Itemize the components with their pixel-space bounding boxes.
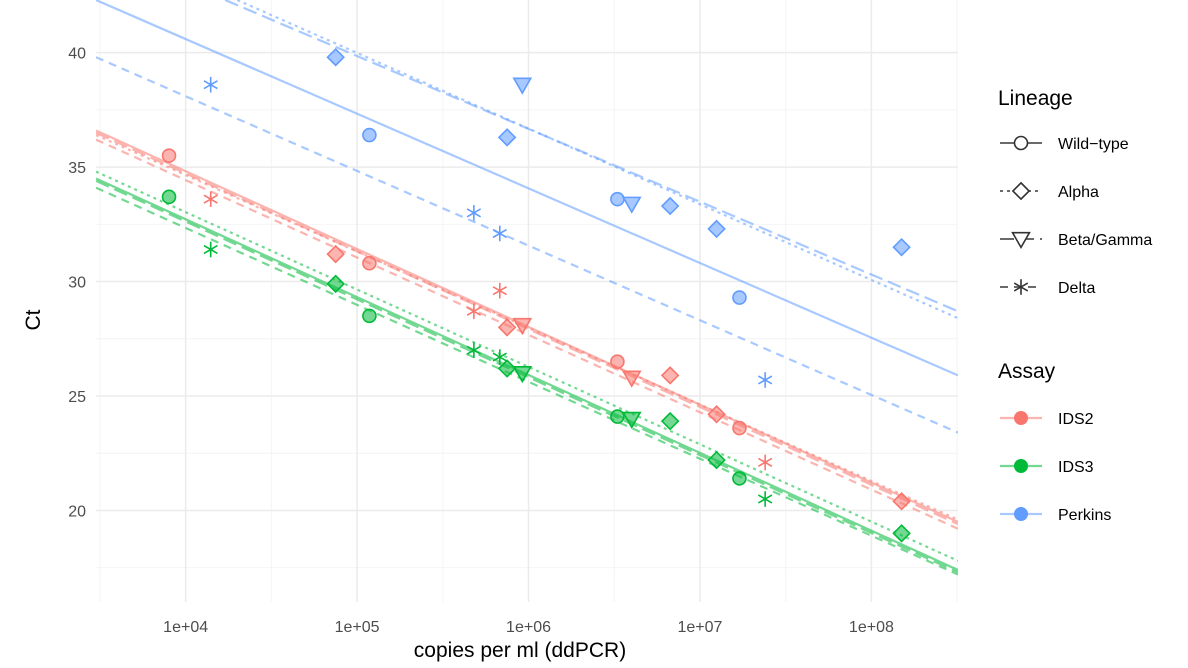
fit-line-ids3-beta-gamma <box>96 179 958 574</box>
point-ids2-beta-gamma <box>512 317 533 336</box>
plot-area <box>96 0 958 576</box>
legend-title-lineage: Lineage <box>998 87 1073 110</box>
legend-label-assay: IDS2 <box>1058 411 1094 428</box>
point-ids2-delta <box>492 282 507 299</box>
legend-key-circle-icon <box>1014 459 1028 473</box>
legend-label-assay: IDS3 <box>1058 459 1094 476</box>
point-ids2-alpha <box>660 366 680 385</box>
point-ids2-wild-type <box>362 255 377 271</box>
legends: Lineage Wild−type Alpha Beta/Gamma Delta Assa… <box>998 87 1152 524</box>
legend-key-circle-icon <box>1014 411 1028 425</box>
data-points <box>161 47 911 543</box>
point-ids3-delta <box>203 241 218 258</box>
fit-line-perkins-beta-gamma <box>224 0 958 313</box>
point-perkins-delta <box>492 225 507 242</box>
point-perkins-wild-type <box>362 127 377 143</box>
point-ids2-alpha <box>497 318 517 337</box>
point-ids2-wild-type <box>610 354 625 369</box>
point-ids2-delta <box>757 454 773 471</box>
point-ids3-alpha <box>660 411 680 431</box>
y-tick-label: 20 <box>68 503 86 520</box>
x-axis-label: copies per ml (ddPCR) <box>414 639 626 662</box>
x-tick-label: 1e+07 <box>677 619 722 636</box>
point-ids2-alpha <box>707 405 726 424</box>
point-ids2-alpha <box>326 244 345 264</box>
point-ids2-alpha <box>892 492 911 511</box>
point-ids3-beta-gamma <box>621 411 642 429</box>
x-tick-label: 1e+08 <box>849 619 894 636</box>
x-tick-label: 1e+05 <box>335 619 380 636</box>
fit-line-ids3-delta <box>96 186 958 576</box>
point-perkins-wild-type <box>732 290 747 305</box>
legend-key-asterisk-icon <box>1013 279 1029 295</box>
fit-line-ids2-delta <box>96 138 958 530</box>
y-tick-label: 40 <box>68 46 86 63</box>
point-perkins-beta-gamma <box>512 77 533 95</box>
fit-line-ids2-beta-gamma <box>96 131 958 526</box>
point-ids2-delta <box>466 303 482 320</box>
point-ids3-delta <box>757 491 773 507</box>
legend-label-lineage: Wild−type <box>1058 136 1129 153</box>
legend-key-triangle-down-icon <box>1011 231 1031 250</box>
point-ids3-beta-gamma <box>512 365 533 384</box>
point-perkins-wild-type <box>610 191 625 207</box>
point-perkins-alpha <box>892 237 911 257</box>
point-perkins-beta-gamma <box>621 196 642 214</box>
y-tick-label: 25 <box>68 389 86 406</box>
point-perkins-alpha <box>497 128 517 147</box>
point-ids2-wild-type <box>732 420 747 436</box>
point-ids3-alpha <box>892 524 911 543</box>
x-tick-label: 1e+06 <box>506 619 551 636</box>
legend-label-lineage: Alpha <box>1058 184 1099 201</box>
point-perkins-alpha <box>326 47 345 67</box>
fit-line-perkins-delta <box>96 56 958 434</box>
point-ids2-wild-type <box>161 148 177 163</box>
point-perkins-delta <box>203 76 218 93</box>
fit-line-perkins-wild-type <box>96 0 958 377</box>
point-ids3-alpha <box>497 359 517 378</box>
point-ids2-delta <box>203 191 218 207</box>
point-ids3-wild-type <box>610 409 625 424</box>
legend-label-lineage: Beta/Gamma <box>1058 232 1152 249</box>
y-tick-label: 30 <box>68 275 86 292</box>
y-axis-ticks: 20 25 30 35 40 <box>68 46 86 521</box>
point-perkins-alpha <box>707 219 726 239</box>
x-tick-label: 1e+04 <box>163 619 208 636</box>
legend-key-diamond-icon <box>1011 181 1031 201</box>
legend-label-assay: Perkins <box>1058 507 1111 524</box>
point-ids3-wild-type <box>732 471 747 486</box>
point-ids3-alpha <box>326 274 345 294</box>
legend-key-circle-icon <box>1013 135 1029 151</box>
legend-title-assay: Assay <box>998 360 1056 383</box>
point-ids3-delta <box>466 342 482 359</box>
point-ids3-alpha <box>707 450 726 470</box>
point-ids3-delta <box>492 349 507 365</box>
point-perkins-alpha <box>660 196 680 216</box>
legend-label-lineage: Delta <box>1058 280 1095 297</box>
point-ids3-wild-type <box>161 189 177 205</box>
grid <box>96 0 958 602</box>
point-perkins-delta <box>466 205 482 221</box>
x-axis-ticks: 1e+04 1e+05 1e+06 1e+07 1e+08 <box>163 619 894 636</box>
point-ids3-wild-type <box>362 308 377 324</box>
legend-key-circle-icon <box>1014 507 1028 521</box>
point-perkins-delta <box>757 372 773 388</box>
point-ids2-beta-gamma <box>621 370 642 388</box>
y-axis-label: Ct <box>22 309 45 330</box>
y-tick-label: 35 <box>68 160 86 177</box>
